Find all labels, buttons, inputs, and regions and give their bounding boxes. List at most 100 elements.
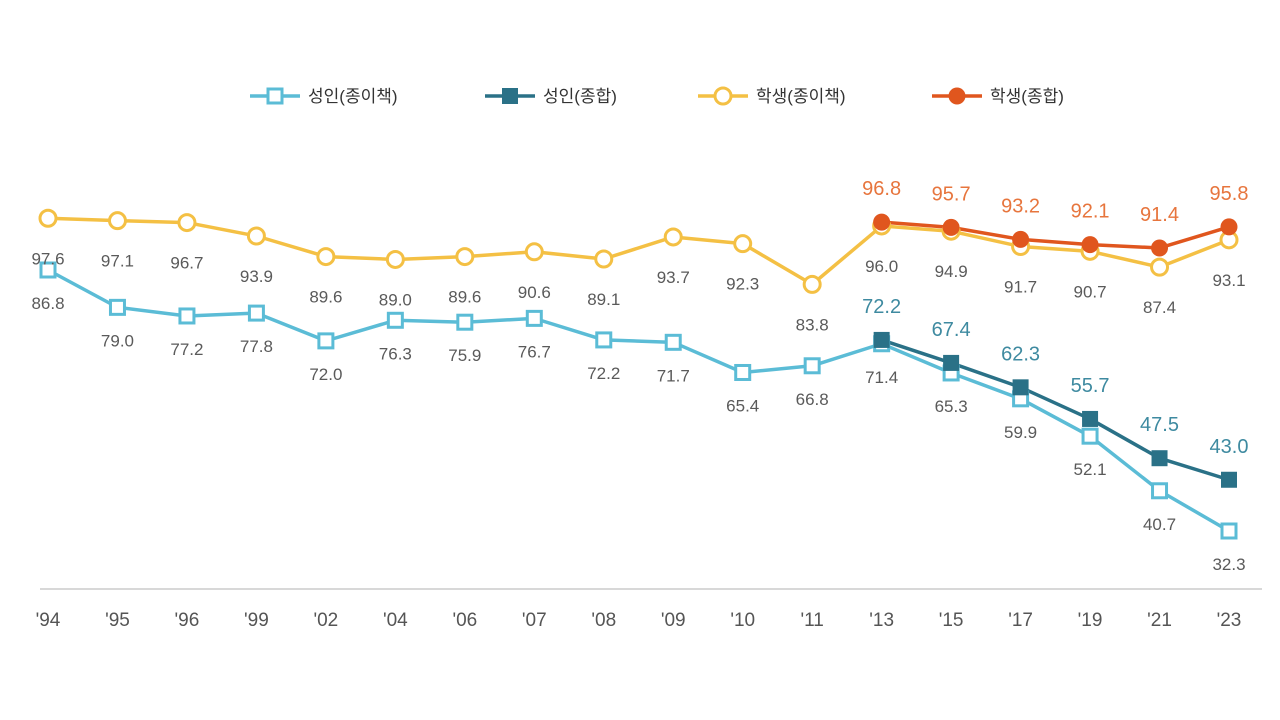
data-label: 43.0 xyxy=(1210,436,1249,458)
data-label: 71.7 xyxy=(657,366,690,385)
data-label: 96.8 xyxy=(862,178,901,200)
x-tick-label: '04 xyxy=(383,610,408,631)
x-tick-label: '06 xyxy=(452,610,477,631)
x-tick-label: '19 xyxy=(1078,610,1103,631)
data-label: 77.2 xyxy=(170,340,203,359)
data-label: 77.8 xyxy=(240,337,273,356)
data-label: 72.2 xyxy=(587,364,620,383)
data-point xyxy=(39,261,57,279)
data-point xyxy=(1012,230,1030,248)
x-tick-label: '95 xyxy=(105,610,130,631)
data-label: 76.7 xyxy=(518,342,551,361)
data-label: 92.1 xyxy=(1071,201,1110,223)
legend-label: 성인(종합) xyxy=(543,87,617,106)
data-label: 52.1 xyxy=(1074,460,1107,479)
x-tick-label: '23 xyxy=(1217,610,1242,631)
data-point xyxy=(246,226,266,246)
data-point xyxy=(316,247,336,267)
legend-marker xyxy=(502,88,518,104)
data-point xyxy=(594,249,614,269)
data-label: 71.4 xyxy=(865,368,898,387)
x-tick-label: '15 xyxy=(939,610,964,631)
data-label: 97.6 xyxy=(31,249,64,268)
data-label: 62.3 xyxy=(1001,343,1040,365)
data-label: 59.9 xyxy=(1004,423,1037,442)
data-point xyxy=(802,274,822,294)
data-point xyxy=(524,242,544,262)
data-label: 79.0 xyxy=(101,331,134,350)
data-label: 93.1 xyxy=(1212,271,1245,290)
data-label: 65.4 xyxy=(726,396,759,415)
data-point xyxy=(1012,379,1029,396)
data-point xyxy=(1220,218,1238,236)
x-tick-label: '08 xyxy=(591,610,616,631)
series-line-0 xyxy=(47,268,1230,533)
data-point xyxy=(38,208,58,228)
legend-label: 학생(종이책) xyxy=(756,87,846,106)
legend-marker xyxy=(266,87,284,105)
data-label: 32.3 xyxy=(1212,555,1245,574)
data-label: 72.0 xyxy=(309,365,342,384)
data-point xyxy=(1150,257,1170,277)
data-label: 66.8 xyxy=(796,390,829,409)
data-label: 67.4 xyxy=(932,319,971,341)
data-label: 55.7 xyxy=(1071,375,1110,397)
data-point xyxy=(1151,239,1169,257)
data-point xyxy=(107,211,127,231)
data-label: 93.2 xyxy=(1001,195,1040,217)
data-label: 94.9 xyxy=(935,262,968,281)
x-tick-label: '94 xyxy=(36,610,61,631)
legend-label: 성인(종이책) xyxy=(308,87,398,106)
x-tick-label: '96 xyxy=(175,610,200,631)
data-label: 91.7 xyxy=(1004,278,1037,297)
x-tick-label: '11 xyxy=(800,610,823,631)
data-label: 93.7 xyxy=(657,268,690,287)
data-point xyxy=(385,249,405,269)
data-point xyxy=(1151,450,1168,467)
data-label: 96.0 xyxy=(865,257,898,276)
data-label: 90.6 xyxy=(518,283,551,302)
data-point xyxy=(456,313,474,331)
data-label: 89.1 xyxy=(587,290,620,309)
data-point xyxy=(525,309,543,327)
series-line-3 xyxy=(881,220,1230,250)
data-label: 47.5 xyxy=(1140,414,1179,436)
data-point xyxy=(1081,236,1099,254)
data-label: 89.6 xyxy=(309,288,342,307)
data-point xyxy=(1082,410,1099,427)
data-point xyxy=(873,331,890,348)
data-label: 89.0 xyxy=(379,290,412,309)
x-tick-label: '99 xyxy=(244,610,269,631)
data-label: 65.3 xyxy=(935,397,968,416)
data-point xyxy=(803,357,821,375)
x-tick-label: '17 xyxy=(1008,610,1033,631)
legend-marker xyxy=(948,87,966,105)
data-point xyxy=(386,311,404,329)
x-tick-label: '07 xyxy=(522,610,547,631)
data-label: 75.9 xyxy=(448,346,481,365)
x-tick-label: '09 xyxy=(661,610,686,631)
series-line-1 xyxy=(881,338,1230,482)
data-point xyxy=(873,213,891,231)
data-label: 97.1 xyxy=(101,252,134,271)
data-label: 90.7 xyxy=(1074,282,1107,301)
data-point xyxy=(664,333,682,351)
x-tick-label: '02 xyxy=(313,610,338,631)
data-label: 96.7 xyxy=(170,254,203,273)
data-point xyxy=(177,213,197,233)
data-point xyxy=(943,354,960,371)
data-point xyxy=(1081,427,1099,445)
data-point xyxy=(1220,522,1238,540)
data-label: 40.7 xyxy=(1143,515,1176,534)
x-tick-label: '13 xyxy=(869,610,894,631)
data-point xyxy=(247,304,265,322)
data-point xyxy=(595,331,613,349)
data-label: 72.2 xyxy=(862,296,901,318)
data-label: 91.4 xyxy=(1140,204,1179,226)
data-label: 86.8 xyxy=(31,294,64,313)
data-label: 95.8 xyxy=(1210,183,1249,205)
data-label: 93.9 xyxy=(240,267,273,286)
x-tick-label: '10 xyxy=(730,610,755,631)
data-point xyxy=(942,218,960,236)
